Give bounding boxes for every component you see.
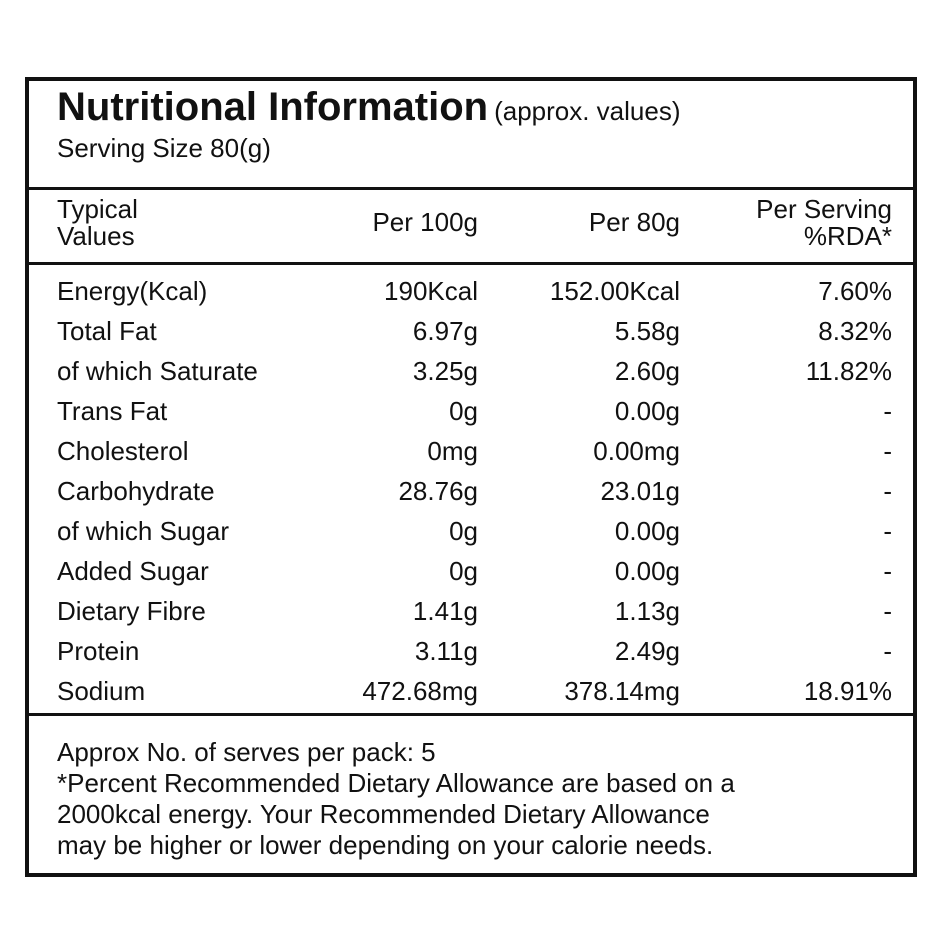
nutrient-name: Protein bbox=[57, 636, 140, 666]
header-typical-values: Typical Values bbox=[57, 196, 138, 250]
serving-size: Serving Size 80(g) bbox=[57, 133, 271, 163]
header-line: Per Serving bbox=[756, 194, 892, 224]
header-per-100g: Per 100g bbox=[372, 207, 478, 237]
per-100g-value: 6.97g bbox=[412, 316, 478, 346]
table-row: Cholesterol 0mg 0.00mg - bbox=[29, 431, 913, 471]
rda-value: 18.91% bbox=[803, 676, 892, 706]
table-row: Added Sugar 0g 0.00g - bbox=[29, 551, 913, 591]
per-80g-value: 0.00g bbox=[614, 396, 680, 426]
rda-value: - bbox=[883, 636, 892, 666]
rda-value: - bbox=[883, 596, 892, 626]
nutrient-rows: Energy(Kcal) 190Kcal 152.00Kcal 7.60% Total … bbox=[29, 271, 913, 711]
rda-value: 8.32% bbox=[818, 316, 892, 346]
rda-value: - bbox=[883, 396, 892, 426]
per-80g-value: 5.58g bbox=[614, 316, 680, 346]
per-80g-value: 152.00Kcal bbox=[549, 276, 680, 306]
divider bbox=[29, 262, 913, 265]
table-row: Total Fat 6.97g 5.58g 8.32% bbox=[29, 311, 913, 351]
per-100g-value: 0g bbox=[449, 516, 478, 546]
per-80g-value: 0.00mg bbox=[593, 436, 680, 466]
nutrient-name: Added Sugar bbox=[57, 556, 209, 586]
per-80g-value: 0.00g bbox=[614, 556, 680, 586]
nutrient-name: Total Fat bbox=[57, 316, 157, 346]
nutrient-name: of which Sugar bbox=[57, 516, 229, 546]
rda-value: - bbox=[883, 476, 892, 506]
divider bbox=[29, 713, 913, 716]
divider bbox=[29, 187, 913, 190]
header-line: Typical bbox=[57, 194, 138, 224]
header-per-80g: Per 80g bbox=[588, 207, 680, 237]
title-text: Nutritional Information bbox=[57, 85, 489, 129]
per-100g-value: 1.41g bbox=[412, 596, 478, 626]
header-line: %RDA* bbox=[803, 221, 892, 251]
nutrition-label: Nutritional Information (approx. values) … bbox=[25, 77, 917, 877]
nutrient-name: Sodium bbox=[57, 676, 146, 706]
per-80g-value: 1.13g bbox=[614, 596, 680, 626]
table-row: Trans Fat 0g 0.00g - bbox=[29, 391, 913, 431]
per-100g-value: 0g bbox=[449, 556, 478, 586]
nutrient-name: Carbohydrate bbox=[57, 476, 215, 506]
rda-note: *Percent Recommended Dietary Allowance a… bbox=[57, 768, 735, 798]
per-100g-value: 0g bbox=[449, 396, 478, 426]
per-80g-value: 2.49g bbox=[614, 636, 680, 666]
serves-per-pack: Approx No. of serves per pack: 5 bbox=[57, 737, 436, 767]
per-100g-value: 472.68mg bbox=[362, 676, 478, 706]
per-100g-value: 190Kcal bbox=[384, 276, 478, 306]
table-header: Typical Values Per 100g Per 80g Per Servi… bbox=[29, 196, 913, 259]
table-row: of which Saturate 3.25g 2.60g 11.82% bbox=[29, 351, 913, 391]
rda-note: may be higher or lower depending on your… bbox=[57, 830, 714, 860]
rda-value: 7.60% bbox=[818, 276, 892, 306]
per-100g-value: 3.11g bbox=[414, 636, 478, 666]
nutrient-name: Dietary Fibre bbox=[57, 596, 206, 626]
table-row: of which Sugar 0g 0.00g - bbox=[29, 511, 913, 551]
per-80g-value: 2.60g bbox=[614, 356, 680, 386]
header-rda: Per Serving %RDA* bbox=[756, 196, 892, 250]
per-100g-value: 28.76g bbox=[398, 476, 478, 506]
rda-value: - bbox=[883, 436, 892, 466]
label-title: Nutritional Information (approx. values) bbox=[57, 85, 681, 130]
table-row: Energy(Kcal) 190Kcal 152.00Kcal 7.60% bbox=[29, 271, 913, 311]
nutrient-name: Trans Fat bbox=[57, 396, 168, 426]
title-note: (approx. values) bbox=[494, 96, 681, 126]
rda-value: 11.82% bbox=[805, 356, 892, 386]
per-100g-value: 3.25g bbox=[412, 356, 478, 386]
per-80g-value: 0.00g bbox=[614, 516, 680, 546]
rda-value: - bbox=[883, 516, 892, 546]
rda-note: 2000kcal energy. Your Recommended Dietar… bbox=[57, 799, 710, 829]
nutrient-name: Energy(Kcal) bbox=[57, 276, 208, 306]
nutrient-name: of which Saturate bbox=[57, 356, 258, 386]
table-row: Carbohydrate 28.76g 23.01g - bbox=[29, 471, 913, 511]
table-row: Protein 3.11g 2.49g - bbox=[29, 631, 913, 671]
per-80g-value: 23.01g bbox=[600, 476, 680, 506]
footer: Approx No. of serves per pack: 5 *Percen… bbox=[57, 737, 735, 861]
rda-value: - bbox=[883, 556, 892, 586]
header-line: Values bbox=[57, 221, 135, 251]
per-80g-value: 378.14mg bbox=[564, 676, 680, 706]
table-row: Sodium 472.68mg 378.14mg 18.91% bbox=[29, 671, 913, 711]
per-100g-value: 0mg bbox=[427, 436, 478, 466]
nutrient-name: Cholesterol bbox=[57, 436, 189, 466]
table-row: Dietary Fibre 1.41g 1.13g - bbox=[29, 591, 913, 631]
